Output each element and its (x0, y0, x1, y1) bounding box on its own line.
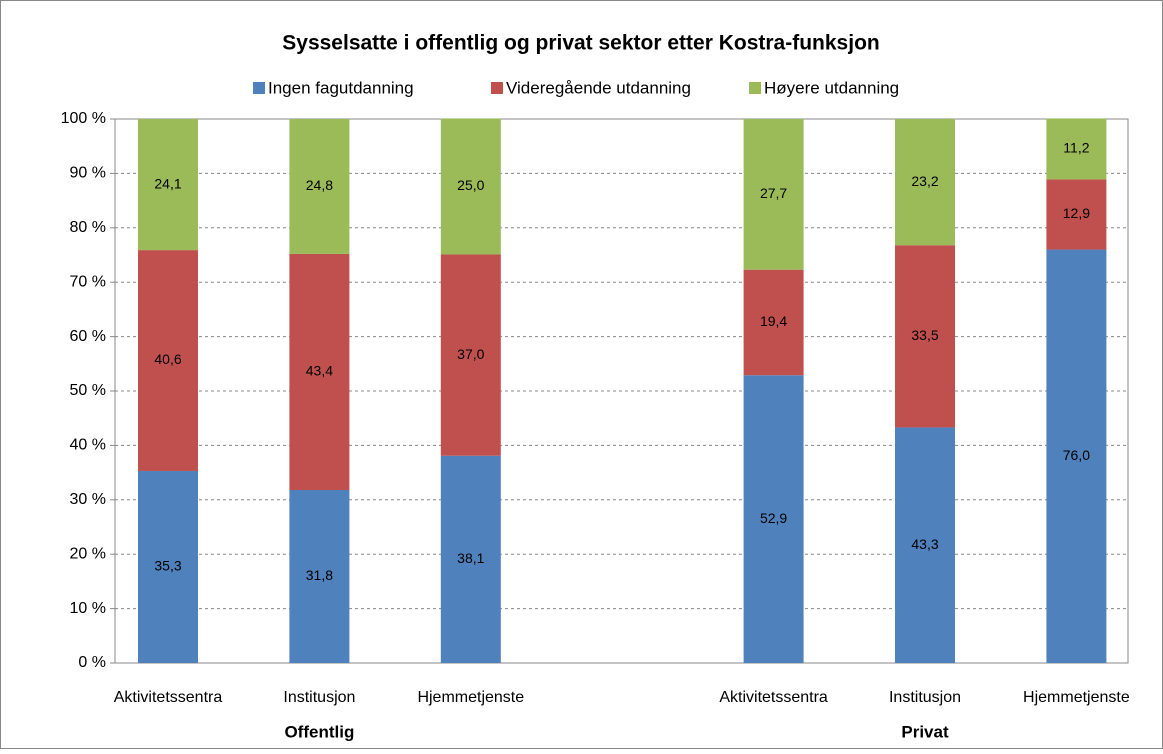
bar-segment (895, 245, 955, 428)
bar-segment (743, 269, 804, 376)
data-label: 25,0 (457, 177, 484, 193)
bar-segment (440, 455, 501, 663)
data-label: 31,8 (306, 567, 333, 583)
legend-swatch (491, 82, 503, 94)
y-tick-label: 90 % (70, 165, 106, 182)
y-tick-label: 100 % (61, 110, 106, 127)
x-tick-label: Institusjon (889, 689, 961, 706)
data-label: 11,2 (1063, 140, 1089, 156)
y-tick-label: 50 % (70, 382, 106, 399)
data-label: 27,7 (760, 185, 787, 201)
bar-segment (138, 119, 198, 251)
y-tick-label: 20 % (70, 545, 106, 562)
y-tick-label: 60 % (70, 328, 106, 345)
bar-segment (1046, 249, 1107, 663)
data-label: 12,9 (1063, 205, 1090, 221)
x-tick-label: Hjemmetjenste (417, 689, 524, 706)
bar-segment (743, 119, 804, 270)
data-label: 43,4 (306, 363, 333, 379)
data-label: 76,0 (1063, 447, 1090, 463)
x-tick-label: Hjemmetjenste (1023, 689, 1130, 706)
data-label: 19,4 (760, 313, 787, 329)
y-tick-label: 30 % (70, 491, 106, 508)
bar-segment (289, 490, 350, 663)
x-tick-label: Institusjon (283, 689, 355, 706)
data-label: 52,9 (760, 510, 787, 526)
bar-segment (289, 253, 350, 491)
legend-swatch (253, 82, 265, 94)
legend-label: Videregående utdanning (506, 78, 691, 97)
bar-segment (1046, 118, 1107, 180)
data-label: 33,5 (911, 327, 938, 343)
chart-title: Sysselsatte i offentlig og privat sektor… (282, 32, 879, 55)
data-label: 24,8 (306, 177, 333, 193)
x-tick-label: Aktivitetssentra (719, 689, 828, 706)
data-label: 24,1 (154, 175, 181, 191)
data-label: 23,2 (911, 173, 938, 189)
y-tick-label: 40 % (70, 437, 106, 454)
y-tick-label: 80 % (70, 219, 106, 236)
bar-segment (440, 254, 501, 456)
y-tick-label: 70 % (70, 273, 106, 290)
bar-segment (1046, 179, 1107, 250)
bar-segment (138, 470, 198, 663)
bar-segment (895, 427, 955, 663)
legend-label: Høyere utdanning (764, 78, 899, 97)
data-label: 37,0 (457, 346, 484, 362)
bar-segment (138, 250, 198, 471)
data-label: 40,6 (154, 351, 181, 367)
group-label: Offentlig (284, 722, 354, 741)
x-tick-label: Aktivitetssentra (114, 689, 223, 706)
legend-label: Ingen fagutdanning (268, 78, 414, 97)
bar-segment (440, 118, 501, 255)
plot-frame (114, 118, 1129, 664)
bar-segment (895, 119, 955, 246)
data-label: 35,3 (154, 558, 181, 574)
group-label: Privat (901, 722, 949, 741)
data-label: 38,1 (457, 550, 484, 566)
legend-swatch (749, 82, 761, 94)
bar-segment (289, 119, 350, 254)
y-tick-label: 10 % (70, 600, 106, 617)
data-label: 43,3 (911, 536, 938, 552)
bar-segment (743, 375, 804, 663)
y-tick-label: 0 % (78, 654, 106, 671)
